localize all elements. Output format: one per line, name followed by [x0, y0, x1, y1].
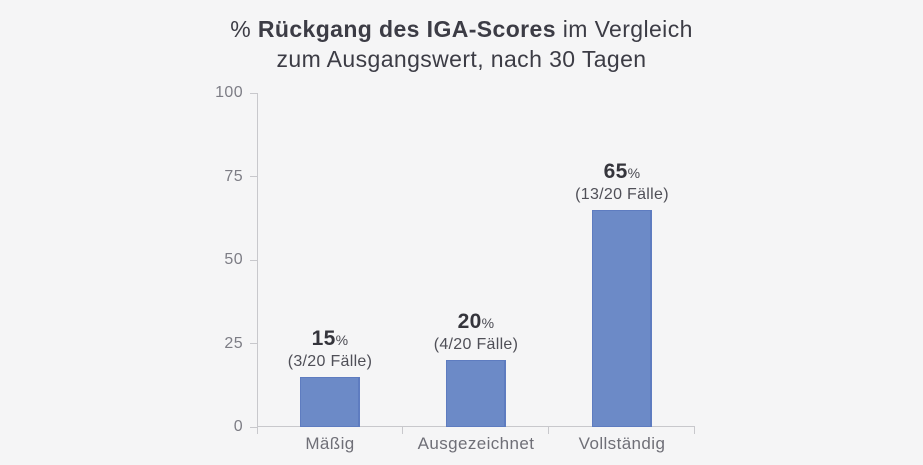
chart-title: % Rückgang des IGA-Scores im Vergleich z…	[0, 14, 923, 74]
bar-group-vollstaendig: 65% (13/20 Fälle) Vollständig	[549, 93, 695, 453]
bar-group-ausgezeichnet: 20% (4/20 Fälle) Ausgezeichnet	[403, 93, 549, 453]
y-tick-100: 100	[215, 84, 257, 102]
bar-cases-label: (3/20 Fälle)	[287, 352, 373, 370]
plot-area: 0 25 50 75 100 15% (3/20 Fälle) Mäßig 20…	[215, 84, 695, 453]
percent-sign: %	[335, 331, 349, 348]
y-tick-label: 75	[224, 167, 243, 185]
percent-sign: %	[627, 164, 641, 181]
title-prefix: %	[230, 16, 258, 42]
y-tick-mark	[250, 343, 257, 344]
bar-percent-number: 65	[603, 159, 628, 183]
bar-percent-number: 20	[457, 310, 482, 334]
chart-title-line-1: % Rückgang des IGA-Scores im Vergleich	[0, 14, 923, 44]
y-tick-label: 50	[224, 251, 243, 268]
y-tick-50: 50	[224, 251, 257, 269]
x-axis-tick	[402, 427, 403, 434]
x-category-label-maessig: Mäßig	[305, 434, 355, 453]
y-tick-25: 25	[224, 335, 257, 353]
bar-cases-label: (13/20 Fälle)	[575, 185, 669, 203]
bar-value-label: 65% (13/20 Fälle)	[549, 160, 695, 204]
y-tick-0: 0	[234, 418, 257, 436]
y-tick-mark	[250, 92, 257, 94]
chart-title-line-2: zum Ausgangswert, nach 30 Tagen	[276, 46, 647, 72]
y-tick-mark	[250, 426, 257, 428]
bar-value-label: 20% (4/20 Fälle)	[403, 310, 549, 354]
y-tick-label: 0	[233, 418, 243, 435]
bar-percent: 20%	[403, 310, 549, 335]
title-rest-segment: im Vergleich	[555, 16, 693, 42]
bar-maessig	[300, 376, 360, 427]
bar-percent: 65%	[549, 160, 695, 185]
x-category-label-ausgezeichnet: Ausgezeichnet	[417, 434, 535, 453]
title-bold-segment: Rückgang des IGA-Scores	[257, 16, 556, 42]
bar-group-maessig: 15% (3/20 Fälle) Mäßig	[257, 93, 403, 453]
y-axis	[257, 93, 258, 434]
bar-percent-number: 15	[311, 326, 336, 350]
bar-value-label: 15% (3/20 Fälle)	[257, 327, 403, 371]
x-category-label-vollstaendig: Vollständig	[578, 434, 666, 453]
x-axis-tick	[694, 427, 695, 434]
y-tick-label: 25	[224, 334, 243, 352]
bar-cases-label: (4/20 Fälle)	[433, 336, 519, 354]
y-tick-label: 100	[215, 84, 243, 101]
bar-vollstaendig	[592, 209, 652, 427]
y-tick-mark	[250, 259, 257, 261]
bar-percent: 15%	[257, 327, 403, 352]
y-tick-mark	[250, 176, 257, 177]
percent-sign: %	[481, 315, 495, 332]
y-tick-75: 75	[224, 168, 257, 186]
x-axis-tick	[548, 427, 549, 434]
bar-ausgezeichnet	[446, 360, 506, 427]
